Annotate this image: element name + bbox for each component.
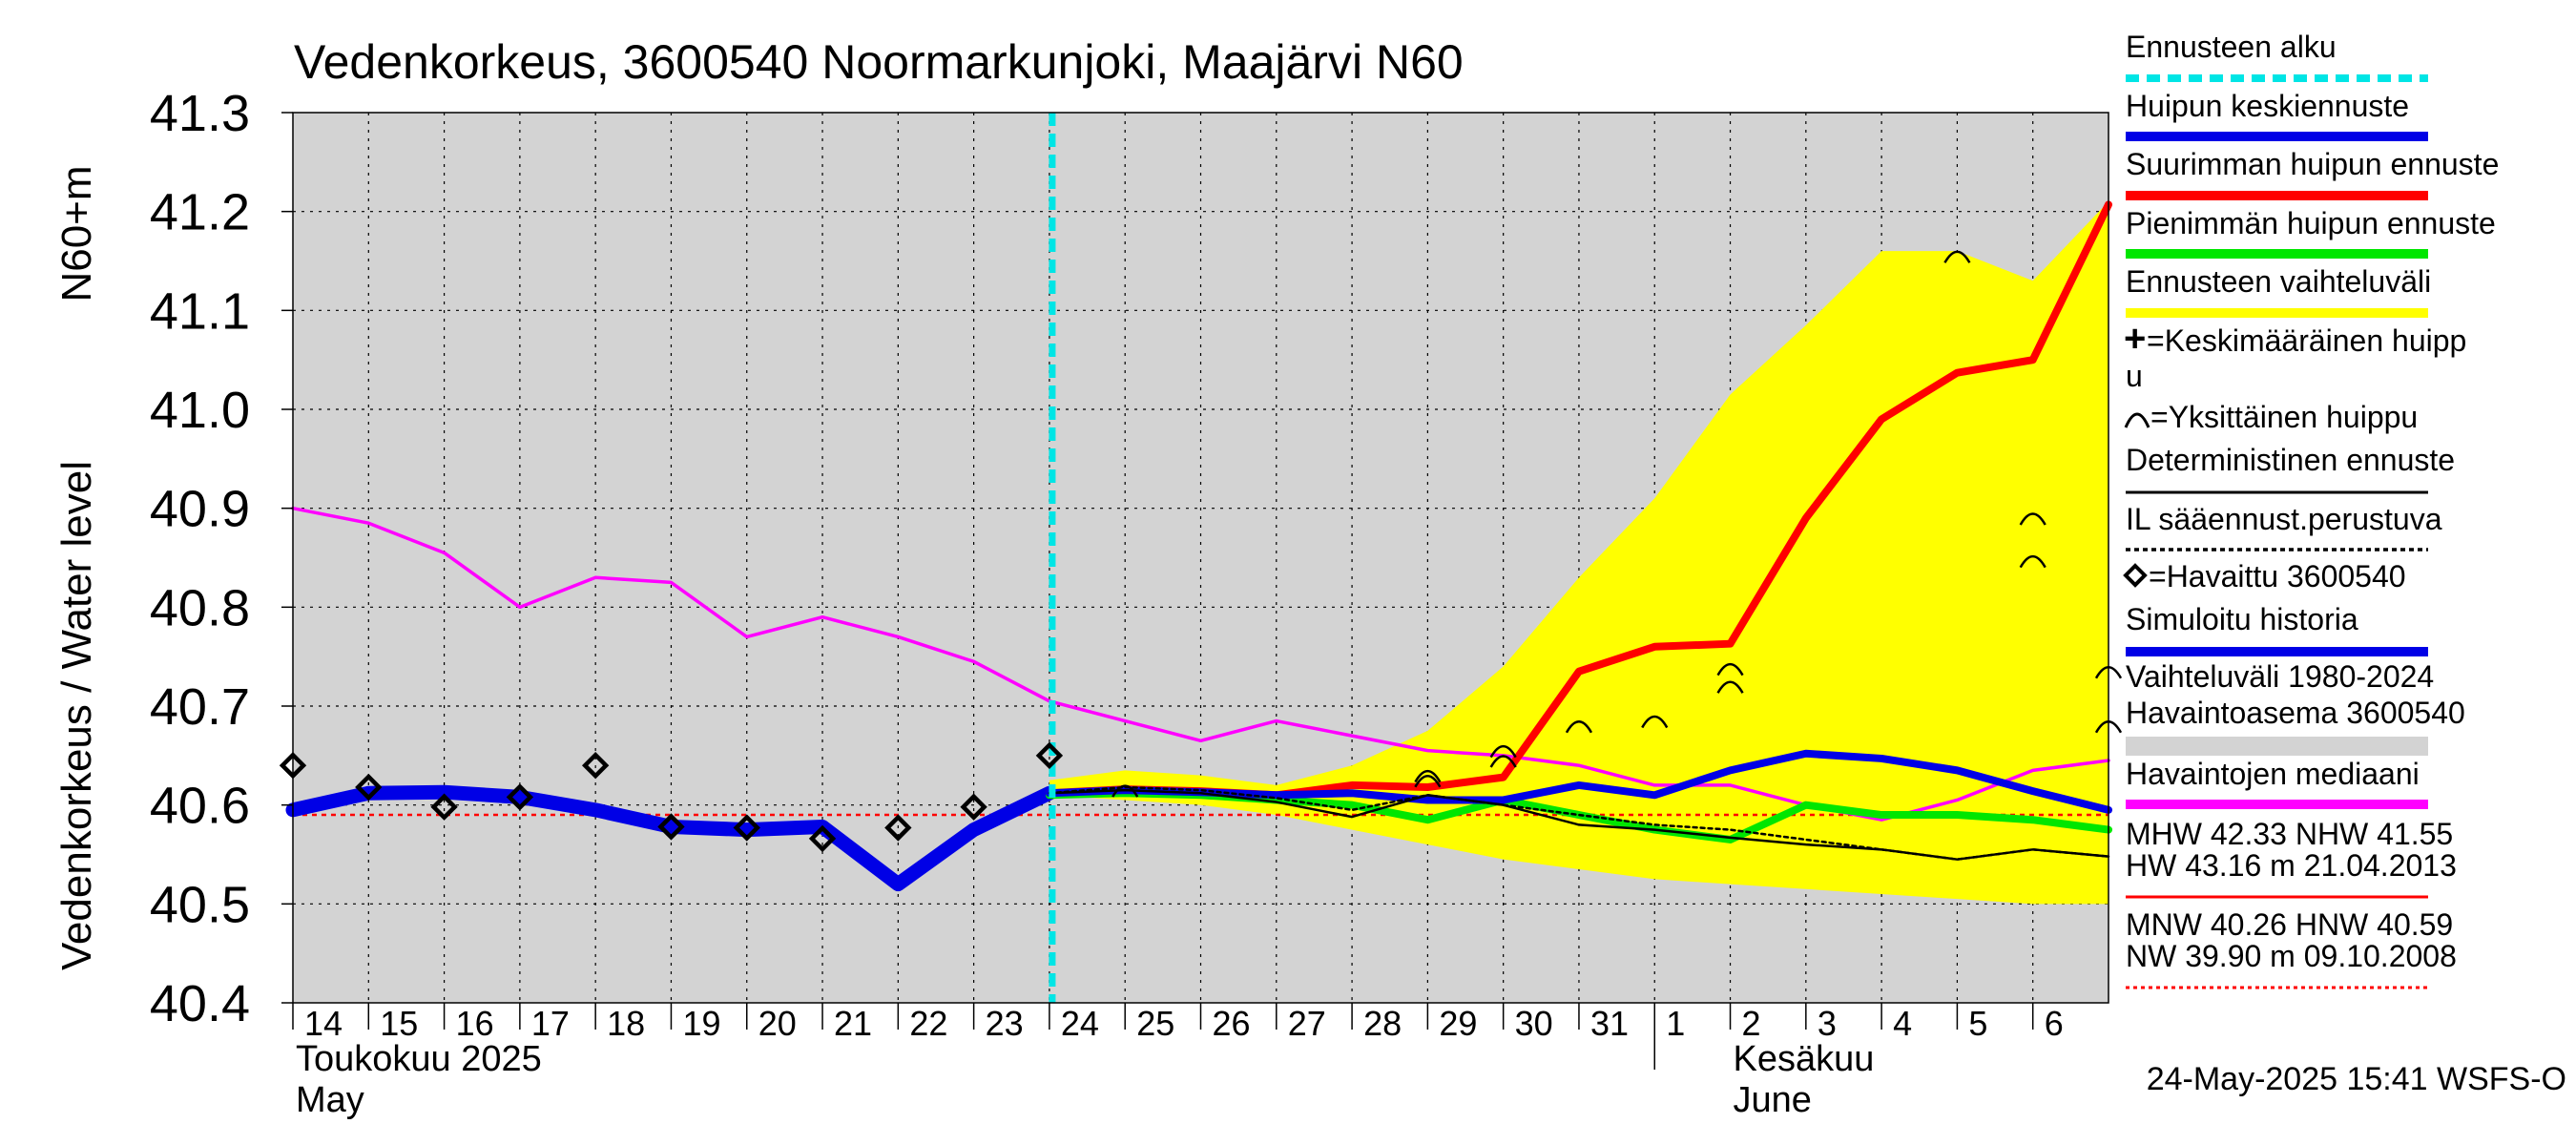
legend-label: Simuloitu historia <box>2126 602 2358 636</box>
x-tick-label: 29 <box>1439 1004 1477 1043</box>
month-label: Toukokuu 2025 <box>296 1039 542 1079</box>
x-tick-label: 20 <box>758 1004 797 1043</box>
legend-label: =Yksittäinen huippu <box>2150 400 2418 434</box>
x-tick-label: 2 <box>1742 1004 1761 1043</box>
x-tick-label: 22 <box>909 1004 947 1043</box>
legend-symbol-arc <box>2126 414 2149 427</box>
x-tick-label: 26 <box>1213 1004 1251 1043</box>
legend-label: Vaihteluväli 1980-2024 <box>2126 659 2434 694</box>
legend-label: Havaintojen mediaani <box>2126 757 2420 791</box>
legend-label: Suurimman huipun ennuste <box>2126 147 2499 181</box>
legend-label: =Havaittu 3600540 <box>2149 559 2406 593</box>
y-tick-label: 40.8 <box>150 579 250 636</box>
legend-label: Ennusteen vaihteluväli <box>2126 264 2431 299</box>
x-tick-label: 16 <box>456 1004 494 1043</box>
x-tick-label: 27 <box>1288 1004 1326 1043</box>
legend-label: NW 39.90 m 09.10.2008 <box>2126 939 2457 973</box>
x-tick-label: 18 <box>607 1004 645 1043</box>
y-tick-label: 41.0 <box>150 382 250 439</box>
legend-label: =Keskimääräinen huipp <box>2147 323 2466 358</box>
month-label-en: June <box>1734 1080 1812 1120</box>
month-label-en: May <box>296 1080 364 1120</box>
x-tick-label: 21 <box>834 1004 872 1043</box>
x-tick-label: 28 <box>1363 1004 1402 1043</box>
y-tick-label: 40.5 <box>150 876 250 933</box>
x-tick-label: 3 <box>1818 1004 1837 1043</box>
x-tick-label: 17 <box>531 1004 570 1043</box>
legend-swatch <box>2126 737 2428 756</box>
x-tick-label: 15 <box>380 1004 418 1043</box>
timestamp: 24-May-2025 15:41 WSFS-O <box>2147 1061 2566 1097</box>
legend: Ennusteen alku Huipun keskiennuste Suurimm… <box>2124 30 2499 988</box>
x-tick-label: 30 <box>1515 1004 1553 1043</box>
y-axis-title: Vedenkorkeus / Water level <box>53 461 100 970</box>
y-tick-label: 40.9 <box>150 481 250 538</box>
y-tick-label: 40.4 <box>150 975 250 1032</box>
x-tick-label: 6 <box>2045 1004 2064 1043</box>
legend-label: Huipun keskiennuste <box>2126 89 2409 123</box>
legend-label: HW 43.16 m 21.04.2013 <box>2126 848 2457 883</box>
y-tick-label: 40.6 <box>150 778 250 835</box>
y-tick-label: 41.2 <box>150 184 250 241</box>
y-tick-label: 40.7 <box>150 678 250 736</box>
x-tick-label: 24 <box>1061 1004 1099 1043</box>
x-tick-label: 14 <box>304 1004 343 1043</box>
legend-label: IL sääennust.perustuva <box>2126 502 2442 536</box>
x-tick-label: 19 <box>682 1004 720 1043</box>
chart-title: Vedenkorkeus, 3600540 Noormarkunjoki, Ma… <box>294 35 1464 89</box>
legend-label: u <box>2126 359 2143 393</box>
legend-label: Havaintoasema 3600540 <box>2126 696 2465 730</box>
legend-label: Ennusteen alku <box>2126 30 2337 64</box>
chart: Vedenkorkeus, 3600540 Noormarkunjoki, Ma… <box>0 0 2576 1145</box>
x-tick-label: 1 <box>1666 1004 1685 1043</box>
legend-symbol-diamond <box>2126 566 2145 585</box>
x-tick-label: 5 <box>1968 1004 1987 1043</box>
x-tick-label: 23 <box>986 1004 1024 1043</box>
y-tick-label: 41.1 <box>150 282 250 340</box>
x-tick-label: 25 <box>1136 1004 1174 1043</box>
y-tick-label: 41.3 <box>150 85 250 142</box>
legend-label: Pienimmän huipun ennuste <box>2126 206 2496 240</box>
legend-label: Deterministinen ennuste <box>2126 443 2455 477</box>
month-label: Kesäkuu <box>1734 1039 1875 1079</box>
legend-label: MNW 40.26 HNW 40.59 <box>2126 907 2453 942</box>
y-axis-unit: N60+m <box>53 165 100 302</box>
legend-label: MHW 42.33 NHW 41.55 <box>2126 817 2453 851</box>
x-tick-label: 4 <box>1893 1004 1912 1043</box>
x-tick-label: 31 <box>1590 1004 1629 1043</box>
legend-symbol-plus: + <box>2124 318 2146 360</box>
